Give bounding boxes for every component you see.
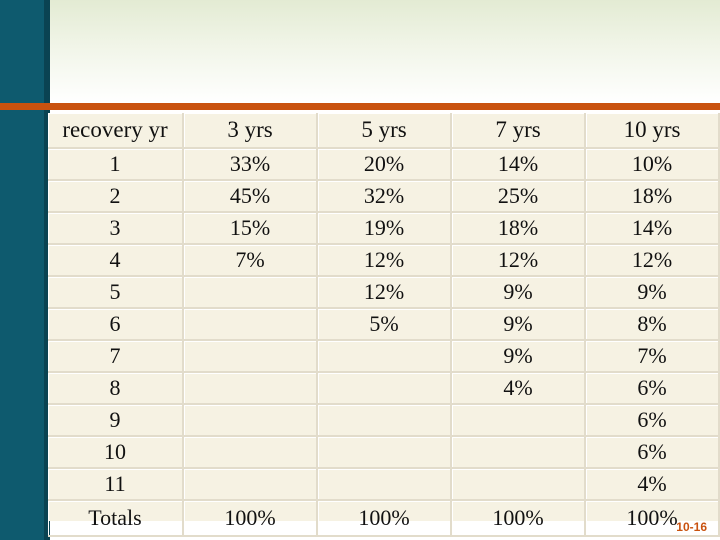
header-cell-5-yrs: 5 yrs (318, 113, 452, 149)
table-cell: 9% (452, 341, 586, 373)
table-cell: 9% (586, 277, 720, 309)
table-cell (452, 469, 586, 501)
table-cell: 18% (452, 213, 586, 245)
table-cell: 4% (586, 469, 720, 501)
table-area: recovery yr 3 yrs 5 yrs 7 yrs 10 yrs 1 3… (48, 113, 720, 537)
header-cell-7-yrs: 7 yrs (452, 113, 586, 149)
table-row: 8 4% 6% (48, 373, 720, 405)
table-cell: 12% (586, 245, 720, 277)
row-label-cell: 5 (48, 277, 184, 309)
table-cell: 10% (586, 149, 720, 181)
row-label-cell: 11 (48, 469, 184, 501)
totals-cell: 100% (452, 501, 586, 537)
table-cell (184, 341, 318, 373)
table-cell: 5% (318, 309, 452, 341)
table-cell: 12% (318, 277, 452, 309)
header-cell-10-yrs: 10 yrs (586, 113, 720, 149)
table-row: 2 45% 32% 25% 18% (48, 181, 720, 213)
table-cell: 25% (452, 181, 586, 213)
table-row: 5 12% 9% 9% (48, 277, 720, 309)
row-label-cell: 3 (48, 213, 184, 245)
table-cell: 8% (586, 309, 720, 341)
table-cell: 4% (452, 373, 586, 405)
row-label-cell: 8 (48, 373, 184, 405)
table-cell (184, 309, 318, 341)
table-header-row: recovery yr 3 yrs 5 yrs 7 yrs 10 yrs (48, 113, 720, 149)
row-label-cell: 9 (48, 405, 184, 437)
table-row: 9 6% (48, 405, 720, 437)
row-label-cell: 1 (48, 149, 184, 181)
table-cell: 12% (452, 245, 586, 277)
totals-cell: 100% (318, 501, 452, 537)
row-label-cell: 6 (48, 309, 184, 341)
table-cell: 15% (184, 213, 318, 245)
table-cell: 6% (586, 437, 720, 469)
table-cell (452, 437, 586, 469)
table-cell: 20% (318, 149, 452, 181)
table-cell (184, 437, 318, 469)
table-row: 4 7% 12% 12% 12% (48, 245, 720, 277)
table-cell (318, 469, 452, 501)
table-cell: 14% (452, 149, 586, 181)
totals-row: Totals 100% 100% 100% 100% (48, 501, 720, 537)
table-row: 3 15% 19% 18% 14% (48, 213, 720, 245)
table-cell (318, 373, 452, 405)
table-cell: 12% (318, 245, 452, 277)
table-cell: 33% (184, 149, 318, 181)
table-cell: 32% (318, 181, 452, 213)
header-cell-3-yrs: 3 yrs (184, 113, 318, 149)
row-label-cell: 10 (48, 437, 184, 469)
table-cell: 6% (586, 405, 720, 437)
table-cell (184, 405, 318, 437)
left-sidebar-edge (44, 0, 50, 540)
table-cell (318, 405, 452, 437)
table-cell (184, 277, 318, 309)
table-cell: 6% (586, 373, 720, 405)
accent-divider (0, 103, 720, 110)
totals-cell: 100% (586, 501, 720, 537)
depreciation-table: recovery yr 3 yrs 5 yrs 7 yrs 10 yrs 1 3… (48, 113, 720, 537)
left-sidebar-bar (0, 0, 44, 540)
table-cell: 19% (318, 213, 452, 245)
table-row: 11 4% (48, 469, 720, 501)
totals-label-cell: Totals (48, 501, 184, 537)
table-cell: 14% (586, 213, 720, 245)
table-cell: 7% (586, 341, 720, 373)
table-cell: 18% (586, 181, 720, 213)
header-band (50, 0, 720, 103)
table-cell (318, 341, 452, 373)
table-cell: 45% (184, 181, 318, 213)
totals-cell: 100% (184, 501, 318, 537)
table-cell: 7% (184, 245, 318, 277)
table-cell: 9% (452, 277, 586, 309)
table-cell (452, 405, 586, 437)
table-cell (318, 437, 452, 469)
table-cell (184, 469, 318, 501)
header-cell-recovery-year: recovery yr (48, 113, 184, 149)
row-label-cell: 7 (48, 341, 184, 373)
row-label-cell: 2 (48, 181, 184, 213)
table-cell (184, 373, 318, 405)
row-label-cell: 4 (48, 245, 184, 277)
slide-number: 10-16 (676, 520, 707, 534)
table-row: 1 33% 20% 14% 10% (48, 149, 720, 181)
table-row: 7 9% 7% (48, 341, 720, 373)
table-cell: 9% (452, 309, 586, 341)
table-row: 6 5% 9% 8% (48, 309, 720, 341)
table-row: 10 6% (48, 437, 720, 469)
